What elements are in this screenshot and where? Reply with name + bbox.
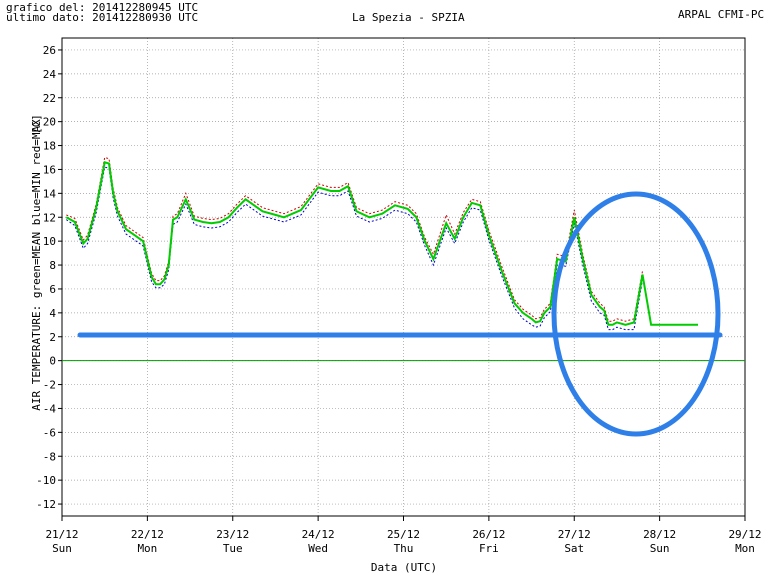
y-tick-label: -10 [36, 474, 56, 487]
x-tick-date: 24/12 [302, 528, 335, 541]
x-tick-date: 21/12 [45, 528, 78, 541]
y-tick-label: -12 [36, 498, 56, 511]
plot-time-label: grafico del: [6, 1, 86, 14]
x-tick-date: 28/12 [643, 528, 676, 541]
y-tick-label: -6 [43, 426, 56, 439]
last-data-value: 201412280930 UTC [92, 11, 199, 24]
annotation-ellipse [551, 191, 721, 437]
plot-time-value: 201412280945 UTC [92, 1, 199, 14]
y-tick-label: 2 [49, 331, 56, 344]
x-tick-day: Sat [564, 542, 584, 555]
y-axis-unit: [C] [30, 114, 43, 134]
x-tick-day: Sun [650, 542, 670, 555]
source-label: ARPAL CFMI-PC [678, 8, 765, 21]
y-tick-label: 0 [49, 355, 56, 368]
y-tick-label: -8 [43, 450, 56, 463]
x-tick-day: Tue [223, 542, 243, 555]
x-tick-day: Fri [479, 542, 499, 555]
y-tick-label: 22 [43, 92, 56, 105]
x-tick-day: Mon [735, 542, 755, 555]
y-tick-label: 6 [49, 283, 56, 296]
x-tick-day: Mon [137, 542, 157, 555]
y-tick-label: 4 [49, 307, 56, 320]
y-axis-label: AIR TEMPERATURE: green=MEAN blue=MIN red… [30, 119, 43, 411]
y-tick-label: -4 [43, 402, 57, 415]
y-tick-label: 16 [43, 163, 56, 176]
x-tick-day: Thu [394, 542, 414, 555]
y-tick-label: 12 [43, 211, 56, 224]
x-axis-label: Data (UTC) [371, 561, 437, 574]
y-tick-label: 10 [43, 235, 56, 248]
y-tick-label: 18 [43, 140, 56, 153]
x-tick-date: 23/12 [216, 528, 249, 541]
x-tick-day: Sun [52, 542, 72, 555]
y-tick-label: 20 [43, 116, 56, 129]
y-tick-label: 14 [43, 187, 57, 200]
y-tick-label: -2 [43, 379, 56, 392]
x-axis: 21/12Sun22/12Mon23/12Tue24/12Wed25/12Thu… [45, 516, 762, 555]
series-mean-line [65, 161, 698, 326]
plot-time-line: grafico del: 201412280945 UTC [6, 1, 199, 14]
last-data-label: ultimo dato: [6, 11, 86, 24]
y-tick-label: 24 [43, 68, 57, 81]
x-tick-date: 25/12 [387, 528, 420, 541]
station-title: La Spezia - SPZIA [352, 11, 465, 24]
x-tick-date: 22/12 [131, 528, 164, 541]
last-data-line: ultimo dato: 201412280930 UTC [6, 11, 199, 24]
y-tick-label: 8 [49, 259, 56, 272]
annotations [77, 191, 723, 437]
x-tick-date: 27/12 [558, 528, 591, 541]
x-tick-day: Wed [308, 542, 328, 555]
x-tick-date: 29/12 [728, 528, 761, 541]
y-tick-label: 26 [43, 44, 56, 57]
series-group [65, 156, 698, 331]
x-tick-date: 26/12 [472, 528, 505, 541]
